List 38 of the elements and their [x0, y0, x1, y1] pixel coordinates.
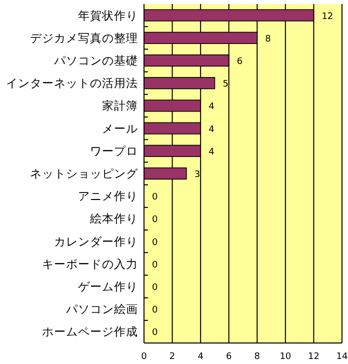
- y-tick-label: パソコンの基礎: [53, 54, 138, 68]
- data-label: 0: [152, 328, 158, 338]
- data-label: 0: [152, 238, 158, 248]
- data-label: 0: [152, 192, 158, 203]
- data-label: 0: [152, 215, 158, 226]
- y-tick-label: カレンダー作り: [54, 234, 138, 248]
- data-label: 4: [208, 124, 215, 135]
- x-tick-label: 12: [308, 352, 320, 362]
- y-tick-label: ネットショッピング: [30, 166, 139, 180]
- data-label: 3: [194, 170, 200, 180]
- data-label: 6: [236, 57, 243, 67]
- y-tick-label: ワープロ: [90, 144, 138, 158]
- y-tick-label: インターネットの活用法: [6, 76, 138, 90]
- x-tick-label: 2: [169, 352, 176, 362]
- data-label: 12: [322, 12, 334, 22]
- y-tick-label: 絵本作り: [89, 212, 138, 226]
- data-label: 0: [152, 306, 158, 316]
- y-tick-label: 年賀状作り: [78, 8, 138, 22]
- data-label: 4: [208, 102, 215, 112]
- y-tick-label: パソコン絵画: [65, 302, 138, 316]
- x-tick-label: 4: [198, 352, 204, 362]
- y-tick-label: アニメ作り: [78, 189, 138, 204]
- data-label: 0: [152, 283, 158, 293]
- x-tick-label: 6: [226, 352, 232, 362]
- y-tick-label: 家計簿: [102, 98, 138, 113]
- data-label: 5: [222, 80, 228, 90]
- x-tick-label: 0: [141, 352, 148, 362]
- data-label: 8: [265, 34, 272, 44]
- y-tick-label: ゲーム作り: [78, 280, 138, 294]
- x-tick-label: 10: [280, 352, 292, 362]
- y-tick-label: ホームページ作成: [42, 324, 138, 339]
- data-label: 4: [208, 147, 215, 158]
- y-tick-label: メール: [102, 121, 138, 136]
- y-tick-label: キーボードの入力: [42, 256, 138, 271]
- y-tick-label: デジカメ写真の整理: [30, 30, 138, 45]
- x-tick-label: 8: [254, 352, 260, 362]
- data-label: 0: [152, 260, 158, 270]
- x-tick-label: 14: [336, 352, 348, 362]
